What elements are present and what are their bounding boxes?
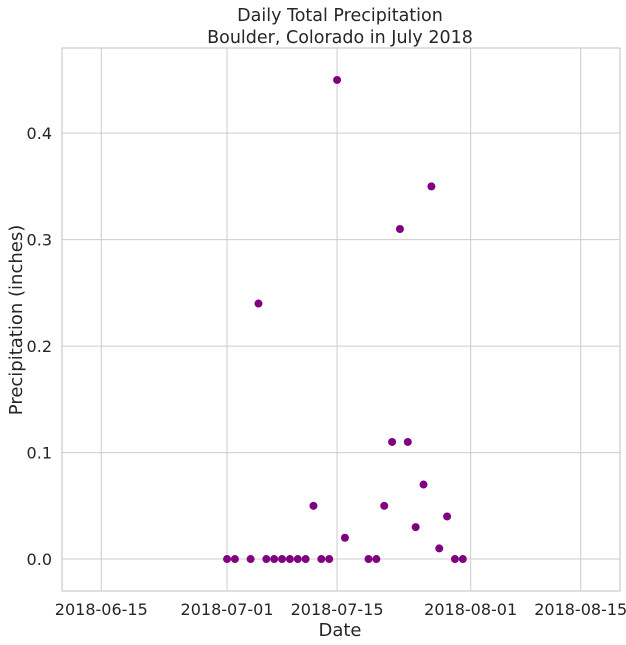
x-tick-label: 2018-08-01 xyxy=(424,600,517,619)
data-point xyxy=(443,512,452,521)
data-point xyxy=(309,501,318,510)
data-point xyxy=(419,480,428,489)
data-point xyxy=(450,555,459,564)
y-axis-label: Precipitation (inches) xyxy=(6,225,27,415)
y-tick-label: 0.0 xyxy=(27,550,52,569)
x-tick-label: 2018-07-01 xyxy=(181,600,274,619)
data-point xyxy=(230,555,239,564)
x-tick-label: 2018-08-15 xyxy=(534,600,626,619)
data-point xyxy=(270,555,279,564)
data-point xyxy=(380,501,389,510)
data-point xyxy=(333,75,342,84)
data-point xyxy=(317,555,326,564)
data-point xyxy=(278,555,287,564)
y-tick-labels: 0.0 0.1 0.2 0.3 0.4 xyxy=(27,124,52,569)
data-points xyxy=(223,75,467,564)
data-point xyxy=(388,437,397,446)
y-tick-label: 0.2 xyxy=(27,337,52,356)
data-point xyxy=(246,555,255,564)
data-point xyxy=(364,555,373,564)
data-point xyxy=(325,555,334,564)
y-tick-label: 0.3 xyxy=(27,231,52,250)
x-axis-label: Date xyxy=(318,620,361,641)
y-tick-label: 0.1 xyxy=(27,444,52,463)
data-point xyxy=(395,225,404,233)
data-point xyxy=(427,182,436,191)
x-tick-label: 2018-07-15 xyxy=(291,600,384,619)
data-point xyxy=(458,555,467,564)
data-point xyxy=(435,544,444,553)
y-tick-label: 0.4 xyxy=(27,124,52,143)
data-point xyxy=(372,555,381,564)
data-point xyxy=(293,555,302,564)
data-point xyxy=(254,299,263,308)
x-tick-label: 2018-06-15 xyxy=(55,600,148,619)
data-point xyxy=(403,437,412,446)
data-point xyxy=(340,533,349,542)
data-point xyxy=(285,555,294,564)
data-point xyxy=(411,523,420,532)
data-point xyxy=(301,555,310,564)
plot-frame xyxy=(61,47,621,592)
data-point xyxy=(223,555,232,564)
grid-lines xyxy=(62,48,620,591)
chart-subtitle: Boulder, Colorado in July 2018 xyxy=(207,28,473,48)
x-tick-labels: 2018-06-15 2018-07-01 2018-07-15 2018-08-01… xyxy=(55,600,626,619)
data-point xyxy=(262,555,271,564)
chart-title: Daily Total Precipitation xyxy=(237,6,443,26)
